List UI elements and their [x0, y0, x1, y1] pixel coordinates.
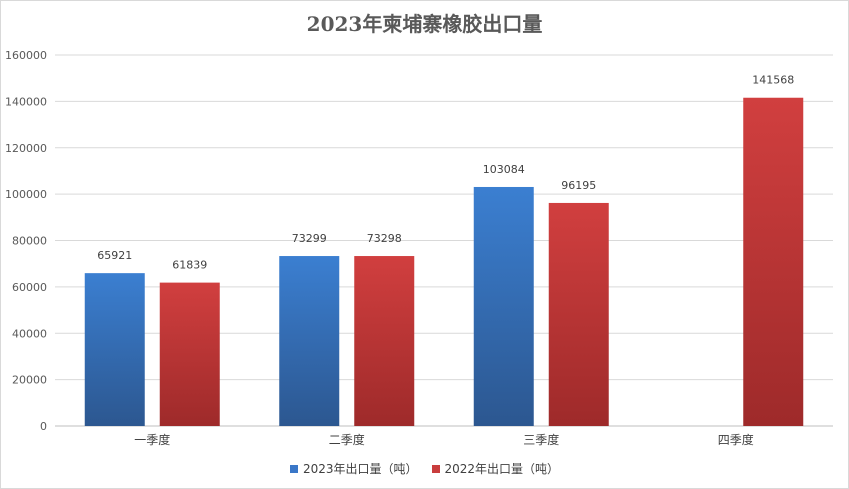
bar-2022[interactable]: [743, 97, 804, 426]
data-label: 61839: [172, 259, 207, 272]
bars: [84, 97, 804, 426]
x-tick-label: 四季度: [718, 432, 754, 447]
y-tick-label: 160000: [5, 49, 47, 62]
legend-label-2023: 2023年出口量（吨）: [302, 462, 418, 476]
chart-title: 2023年柬埔寨橡胶出口量: [306, 12, 543, 36]
legend-item-2022[interactable]: 2022年出口量（吨）: [431, 460, 560, 477]
x-tick-label: 一季度: [134, 432, 170, 447]
legend-swatch-2023: [289, 464, 298, 473]
bar-2022[interactable]: [548, 202, 609, 426]
data-label: 141568: [752, 74, 794, 87]
y-tick-label: 40000: [12, 327, 47, 340]
bar-2022[interactable]: [354, 256, 415, 426]
x-axis: 一季度 二季度 三季度 四季度: [134, 432, 754, 447]
y-tick-label: 120000: [5, 142, 47, 155]
bar-chart: 0 20000 40000 60000 80000 100000 120000 140000 1…: [5, 49, 833, 447]
y-tick-label: 20000: [12, 374, 47, 387]
bar-2023[interactable]: [473, 186, 534, 426]
data-label: 65921: [97, 249, 132, 262]
y-tick-label: 0: [40, 420, 47, 433]
data-label: 96195: [561, 179, 596, 192]
legend-label-2022: 2022年出口量（吨）: [444, 462, 560, 476]
bar-2023[interactable]: [84, 273, 145, 426]
legend: 2023年出口量（吨） 2022年出口量（吨）: [0, 460, 849, 477]
y-tick-label: 100000: [5, 188, 47, 201]
data-label: 73298: [367, 232, 402, 245]
data-labels: 65921 61839 73299 73298 103084 96195 141568: [97, 74, 794, 272]
bar-2023[interactable]: [279, 256, 340, 426]
data-label: 73299: [292, 232, 327, 245]
x-tick-label: 三季度: [523, 432, 559, 447]
y-tick-label: 80000: [12, 235, 47, 248]
y-tick-label: 140000: [5, 95, 47, 108]
y-axis: 0 20000 40000 60000 80000 100000 120000 140000 1…: [5, 49, 47, 433]
legend-item-2023[interactable]: 2023年出口量（吨）: [289, 460, 418, 477]
data-label: 103084: [483, 163, 525, 176]
bar-2022[interactable]: [159, 282, 220, 426]
legend-swatch-2022: [431, 464, 440, 473]
y-tick-label: 60000: [12, 281, 47, 294]
x-tick-label: 二季度: [329, 432, 365, 447]
